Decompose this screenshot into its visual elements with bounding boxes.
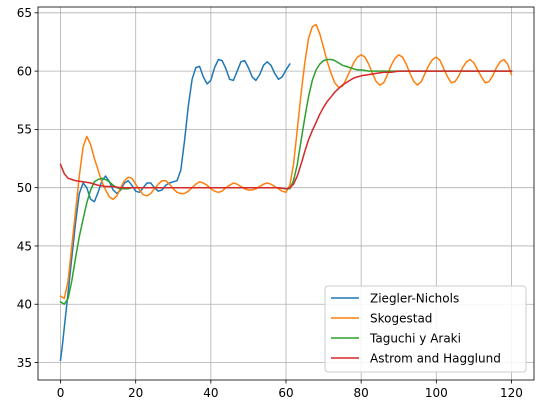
legend: Ziegler-Nichols Skogestad Taguchi y Araki A… (324, 285, 527, 373)
legend-label: Skogestad (370, 311, 432, 325)
legend-label: Taguchi y Araki (369, 331, 461, 345)
x-tick-label: 20 (128, 386, 143, 400)
series-lines (59, 23, 513, 362)
legend-label: Astrom and Hagglund (370, 351, 501, 365)
y-tick-label: 65 (17, 6, 32, 20)
series-line-0 (59, 58, 291, 362)
axis-ticks: 0 20 40 60 80 100 120 35 40 45 50 55 60 65 (17, 6, 523, 400)
y-tick-label: 35 (17, 356, 32, 370)
y-tick-label: 40 (17, 298, 32, 312)
series-line-1 (59, 23, 513, 300)
x-tick-label: 120 (500, 386, 523, 400)
series-line-3 (59, 70, 513, 190)
x-tick-label: 40 (203, 386, 218, 400)
y-tick-label: 45 (17, 239, 32, 253)
y-tick-label: 60 (17, 64, 32, 78)
y-tick-label: 50 (17, 181, 32, 195)
x-tick-label: 60 (278, 386, 293, 400)
x-tick-label: 0 (57, 386, 65, 400)
legend-box (324, 285, 527, 373)
legend-label: Ziegler-Nichols (370, 291, 459, 305)
grid-lines (38, 7, 534, 380)
x-tick-label: 80 (354, 386, 369, 400)
x-tick-label: 100 (425, 386, 448, 400)
y-tick-label: 55 (17, 123, 32, 137)
